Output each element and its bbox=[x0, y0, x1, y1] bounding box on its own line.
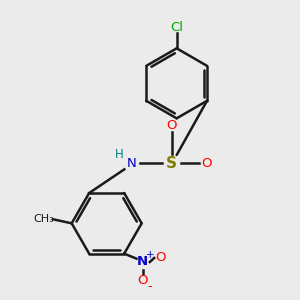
Text: N: N bbox=[137, 256, 148, 268]
Text: CH₃: CH₃ bbox=[33, 214, 54, 224]
Text: N: N bbox=[127, 157, 136, 170]
Text: O: O bbox=[137, 274, 148, 287]
Text: -: - bbox=[148, 280, 152, 293]
Text: O: O bbox=[201, 157, 212, 170]
Text: S: S bbox=[166, 156, 177, 171]
Text: O: O bbox=[167, 118, 177, 131]
Text: H: H bbox=[115, 148, 123, 160]
Text: O: O bbox=[156, 251, 166, 265]
Text: Cl: Cl bbox=[170, 21, 183, 34]
Text: +: + bbox=[146, 250, 154, 260]
